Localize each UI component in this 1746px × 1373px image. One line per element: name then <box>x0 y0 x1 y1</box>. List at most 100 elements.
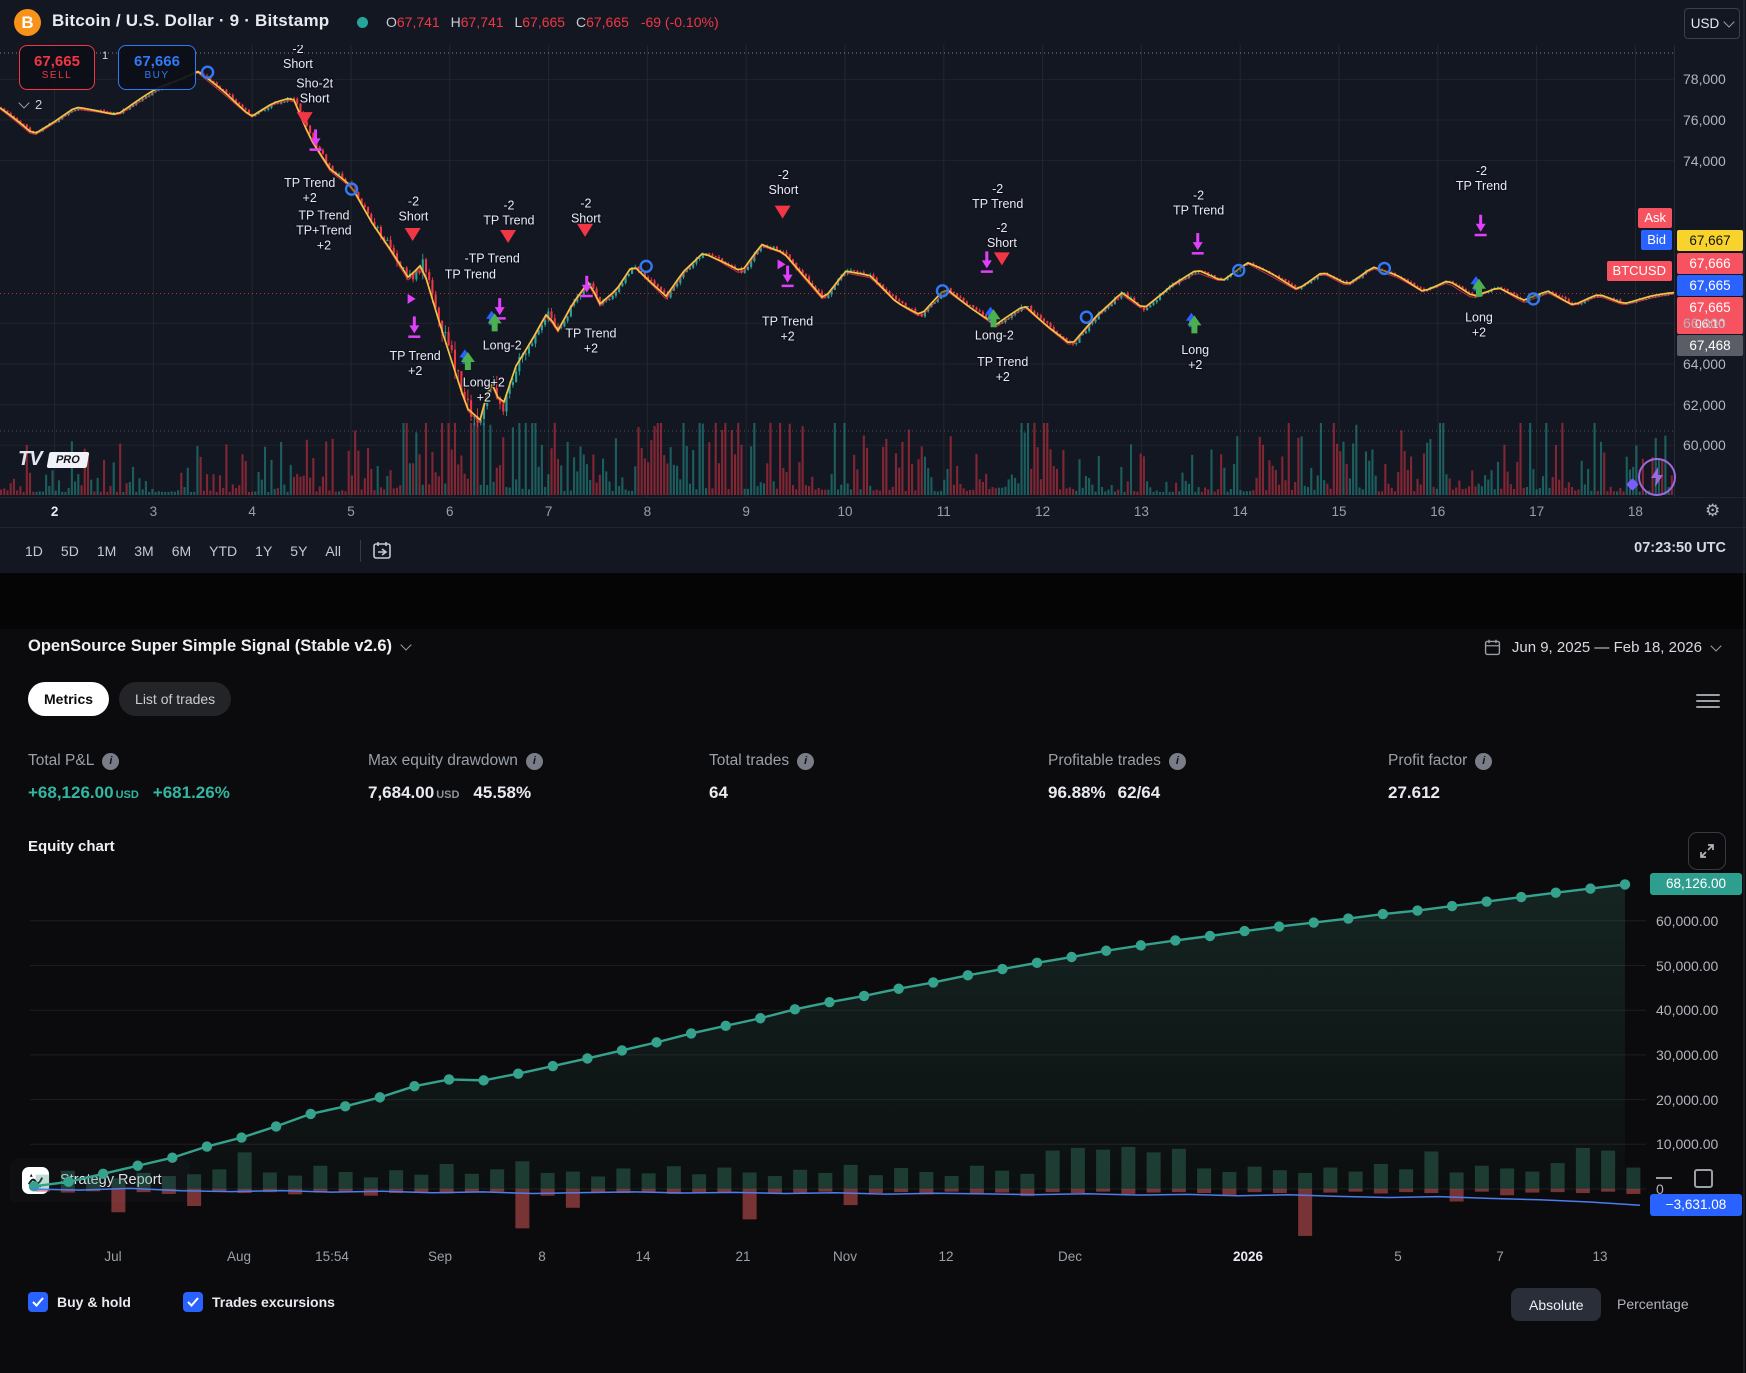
signal-triangle-icon <box>407 293 416 304</box>
range-button-all[interactable]: All <box>325 542 341 559</box>
high-value: 67,741 <box>460 14 504 30</box>
trade-bar-down <box>1500 1189 1515 1196</box>
absolute-toggle[interactable]: Absolute <box>1511 1288 1602 1321</box>
report-tab-metrics[interactable]: Metrics <box>28 682 110 716</box>
trade-bar-down <box>35 1189 50 1192</box>
trade-label: -2 Short <box>987 221 1017 250</box>
short-entry-icon <box>993 252 1010 266</box>
equity-y-tick: 20,000.00 <box>1656 1091 1719 1108</box>
metric-label-text: Profitable trades <box>1048 752 1161 769</box>
indicator-collapse-toggle[interactable]: 2 <box>18 96 42 112</box>
chart-header: B Bitcoin / U.S. Dollar · 9 · Bitstamp O… <box>0 0 1746 45</box>
checkbox-checked-icon[interactable] <box>28 1292 48 1312</box>
time-tick-label: 15 <box>1331 504 1347 519</box>
instant-order-icon[interactable] <box>1638 458 1676 496</box>
low-value: 67,665 <box>522 14 566 30</box>
trade-bar-down <box>1298 1189 1313 1236</box>
info-icon[interactable]: i <box>102 752 120 770</box>
candlestick-chart[interactable]: -2 Short Sho-2t Short TP Trend +2 TP Trend TP+T… <box>0 40 1675 497</box>
range-button-5y[interactable]: 5Y <box>290 542 308 559</box>
trade-bar-down <box>969 1189 984 1194</box>
buy-hold-checkbox[interactable]: Buy & hold <box>28 1292 131 1312</box>
equity-x-tick: Nov <box>832 1249 858 1264</box>
currency-selector[interactable]: USD <box>1684 8 1740 39</box>
maximize-panel-icon[interactable] <box>1694 1169 1713 1188</box>
trade-bar-down <box>616 1189 631 1194</box>
equity-point <box>1135 940 1146 951</box>
metric-label-text: Total P&L <box>28 752 95 769</box>
trade-bar-down <box>111 1189 126 1213</box>
trade-bar-down <box>1222 1189 1237 1195</box>
report-tab-list-of-trades[interactable]: List of trades <box>119 682 232 716</box>
alert-price-badge[interactable]: 67,667 <box>1677 230 1743 251</box>
time-axis[interactable]: ⚙ 2 3 4 5 6 7 8 9 10 11 12 13 14 15 16 17 18 <box>0 497 1746 528</box>
range-button-1y[interactable]: 1Y <box>255 542 273 559</box>
range-button-1d[interactable]: 1D <box>25 542 43 559</box>
trade-bar-down <box>363 1189 378 1196</box>
clock-utc[interactable]: 07:23:50 UTC <box>1634 540 1726 556</box>
equity-point <box>893 983 904 994</box>
range-button-5d[interactable]: 5D <box>60 542 79 559</box>
equity-point <box>1031 957 1043 969</box>
range-button-1m[interactable]: 1M <box>96 542 117 559</box>
equity-point <box>513 1068 524 1079</box>
range-button-6m[interactable]: 6M <box>171 542 192 559</box>
gear-icon[interactable]: ⚙ <box>1705 501 1721 520</box>
trade-bar-down <box>717 1189 732 1193</box>
go-to-date-icon[interactable] <box>371 540 393 562</box>
trade-bar-down <box>1247 1189 1262 1193</box>
trade-label: TP Trend +2 <box>284 176 335 205</box>
date-range-value: Jun 9, 2025 — Feb 18, 2026 <box>1511 639 1702 656</box>
short-entry-icon <box>774 205 791 219</box>
symbol-title[interactable]: Bitcoin / U.S. Dollar · 9 · Bitstamp <box>52 11 330 30</box>
percentage-toggle[interactable]: Percentage <box>1617 1296 1689 1312</box>
equity-x-tick: 7 <box>1496 1249 1504 1264</box>
time-tick-label: 18 <box>1627 504 1643 519</box>
layout-list-icon[interactable] <box>1696 690 1720 712</box>
equity-x-tick: 5 <box>1394 1249 1402 1264</box>
trades-excursions-checkbox[interactable]: Trades excursions <box>183 1292 335 1312</box>
trade-label: Long-2 <box>975 329 1014 343</box>
sell-price: 67,665 <box>34 53 80 71</box>
price-chart[interactable]: -2 Short Sho-2t Short TP Trend +2 TP Trend TP+T… <box>0 40 1675 497</box>
bid-label-tag: Bid <box>1641 230 1672 250</box>
equity-y-tick: 40,000.00 <box>1656 1002 1719 1019</box>
buy-label: BUY <box>144 70 170 82</box>
trade-bar-down <box>1575 1189 1590 1194</box>
trade-bar-down <box>666 1189 681 1194</box>
trade-label: -2 TP Trend <box>972 182 1023 211</box>
trade-bar-down <box>1550 1189 1565 1193</box>
panel-scrollbar[interactable] <box>1743 0 1745 1373</box>
sell-button[interactable]: 67,665 SELL <box>19 45 95 90</box>
info-icon[interactable]: i <box>1475 752 1493 770</box>
range-button-ytd[interactable]: YTD <box>209 542 238 559</box>
equity-point <box>1446 900 1458 912</box>
date-range-selector[interactable]: Jun 9, 2025 — Feb 18, 2026 <box>1483 638 1722 657</box>
price-axis[interactable]: 67,667 67,666 67,665 67,665 06:10 67,468… <box>1674 45 1746 534</box>
expand-equity-icon[interactable] <box>1688 832 1726 870</box>
info-icon[interactable]: i <box>797 752 815 770</box>
strategy-title[interactable]: OpenSource Super Simple Signal (Stable v… <box>28 637 412 656</box>
short-entry-icon <box>296 112 313 126</box>
buy-button[interactable]: 67,666 BUY <box>118 45 196 90</box>
short-entry-icon <box>404 227 421 241</box>
checkbox-checked-icon[interactable] <box>183 1292 203 1312</box>
trade-bar-down <box>868 1189 883 1194</box>
panel-tabbar: Strategy Report <box>0 573 1746 1202</box>
equity-point <box>1066 951 1077 963</box>
chevron-down-icon <box>1710 639 1722 652</box>
equity-point <box>755 1013 766 1024</box>
trade-bar-down <box>464 1189 479 1193</box>
trade-bar-down <box>767 1189 782 1194</box>
trade-label: Long+2 +2 <box>463 375 505 404</box>
metric-profitable-trades: Profitable trades i 96.88% 62/64 <box>1048 752 1186 803</box>
range-button-3m[interactable]: 3M <box>134 542 154 559</box>
equity-point <box>201 1141 213 1152</box>
info-icon[interactable]: i <box>1168 752 1186 770</box>
price-tick-label: 74,000 <box>1683 152 1726 169</box>
minimize-panel-icon[interactable] <box>1656 1177 1672 1179</box>
trade-bar-down <box>1121 1189 1136 1194</box>
info-icon[interactable]: i <box>525 752 543 770</box>
trade-bar-down <box>919 1189 934 1195</box>
equity-chart[interactable] <box>0 870 1746 1248</box>
